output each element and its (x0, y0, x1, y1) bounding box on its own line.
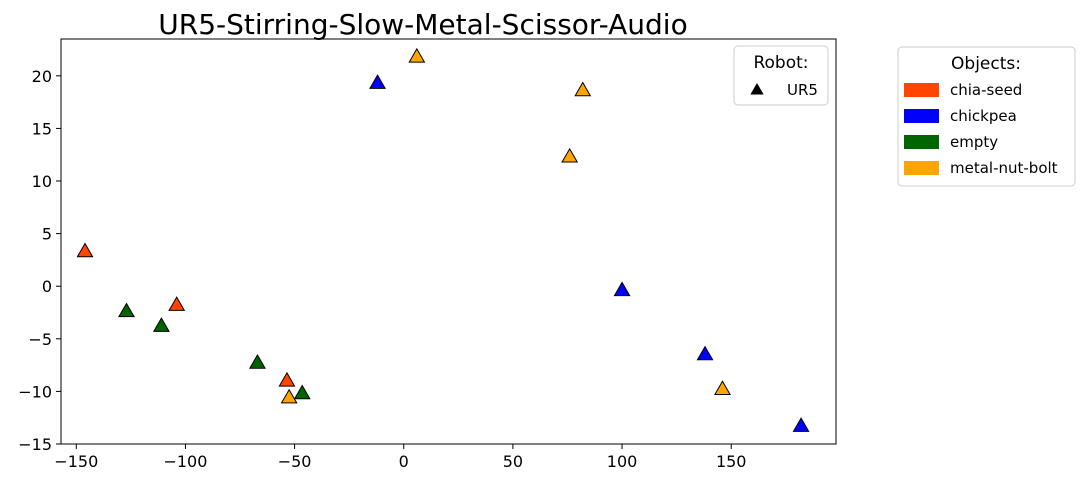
data-point-empty (152, 317, 170, 332)
y-tick-label: 20 (32, 67, 52, 86)
y-tick-label: −5 (28, 330, 52, 349)
data-point-chia-seed (76, 242, 94, 258)
objects-legend-label: chickpea (950, 107, 1017, 125)
objects-legend-box (897, 46, 1076, 187)
data-points (76, 47, 810, 432)
y-tick-label: −15 (18, 435, 52, 454)
data-point-empty (249, 353, 266, 369)
objects-legend-label: metal-nut-bolt (950, 159, 1058, 177)
objects-legend-entries: chia-seed chickpea empty metal-nut-bolt (904, 81, 1058, 177)
y-tick-label: 10 (32, 172, 52, 191)
y-tick-label: 5 (42, 225, 52, 244)
data-point-metal-nut-bolt (280, 388, 298, 404)
objects-legend-swatch (904, 83, 939, 97)
robot-legend-entries: UR5 (750, 81, 818, 99)
data-point-chickpea (369, 74, 387, 89)
robot-legend-marker (750, 83, 764, 95)
x-tick-label: −50 (278, 452, 312, 471)
robot-legend-title: Robot: (753, 53, 808, 73)
objects-legend-label: empty (950, 133, 998, 151)
y-tick-label: 0 (42, 277, 52, 296)
data-point-empty (293, 384, 311, 400)
objects-legend-title: Objects: (951, 54, 1021, 74)
data-point-chia-seed (168, 296, 186, 311)
y-tick-label: −10 (18, 382, 52, 401)
x-tick-label: 150 (716, 452, 747, 471)
objects-legend-swatch (904, 109, 939, 123)
x-tick-label: 100 (607, 452, 638, 471)
data-point-chickpea (696, 345, 714, 361)
data-point-chickpea (613, 281, 631, 297)
plot-frame (60, 38, 837, 445)
robot-legend: Robot: UR5 (733, 45, 829, 106)
data-point-metal-nut-bolt (574, 81, 592, 97)
chart-title: UR5-Stirring-Slow-Metal-Scissor-Audio (158, 8, 687, 41)
data-point-chia-seed (278, 371, 296, 387)
data-point-metal-nut-bolt (408, 47, 426, 63)
data-point-metal-nut-bolt (714, 380, 731, 395)
data-point-empty (118, 302, 135, 318)
y-axis: −15 −10 −5 0 5 10 15 20 (18, 67, 61, 454)
robot-legend-label: UR5 (787, 81, 818, 99)
x-tick-label: −100 (163, 452, 207, 471)
objects-legend-swatch (904, 161, 939, 175)
data-point-metal-nut-bolt (561, 147, 579, 163)
y-tick-label: 15 (32, 119, 52, 138)
x-tick-label: −150 (54, 452, 98, 471)
x-axis: −150 −100 −50 0 50 100 150 (54, 444, 746, 471)
x-tick-label: 0 (399, 452, 409, 471)
data-point-chickpea (792, 417, 810, 432)
objects-legend: Objects: chia-seed chickpea empty metal-nut… (897, 46, 1076, 187)
objects-legend-label: chia-seed (950, 81, 1022, 99)
x-tick-label: 50 (503, 452, 523, 471)
objects-legend-swatch (904, 135, 939, 149)
